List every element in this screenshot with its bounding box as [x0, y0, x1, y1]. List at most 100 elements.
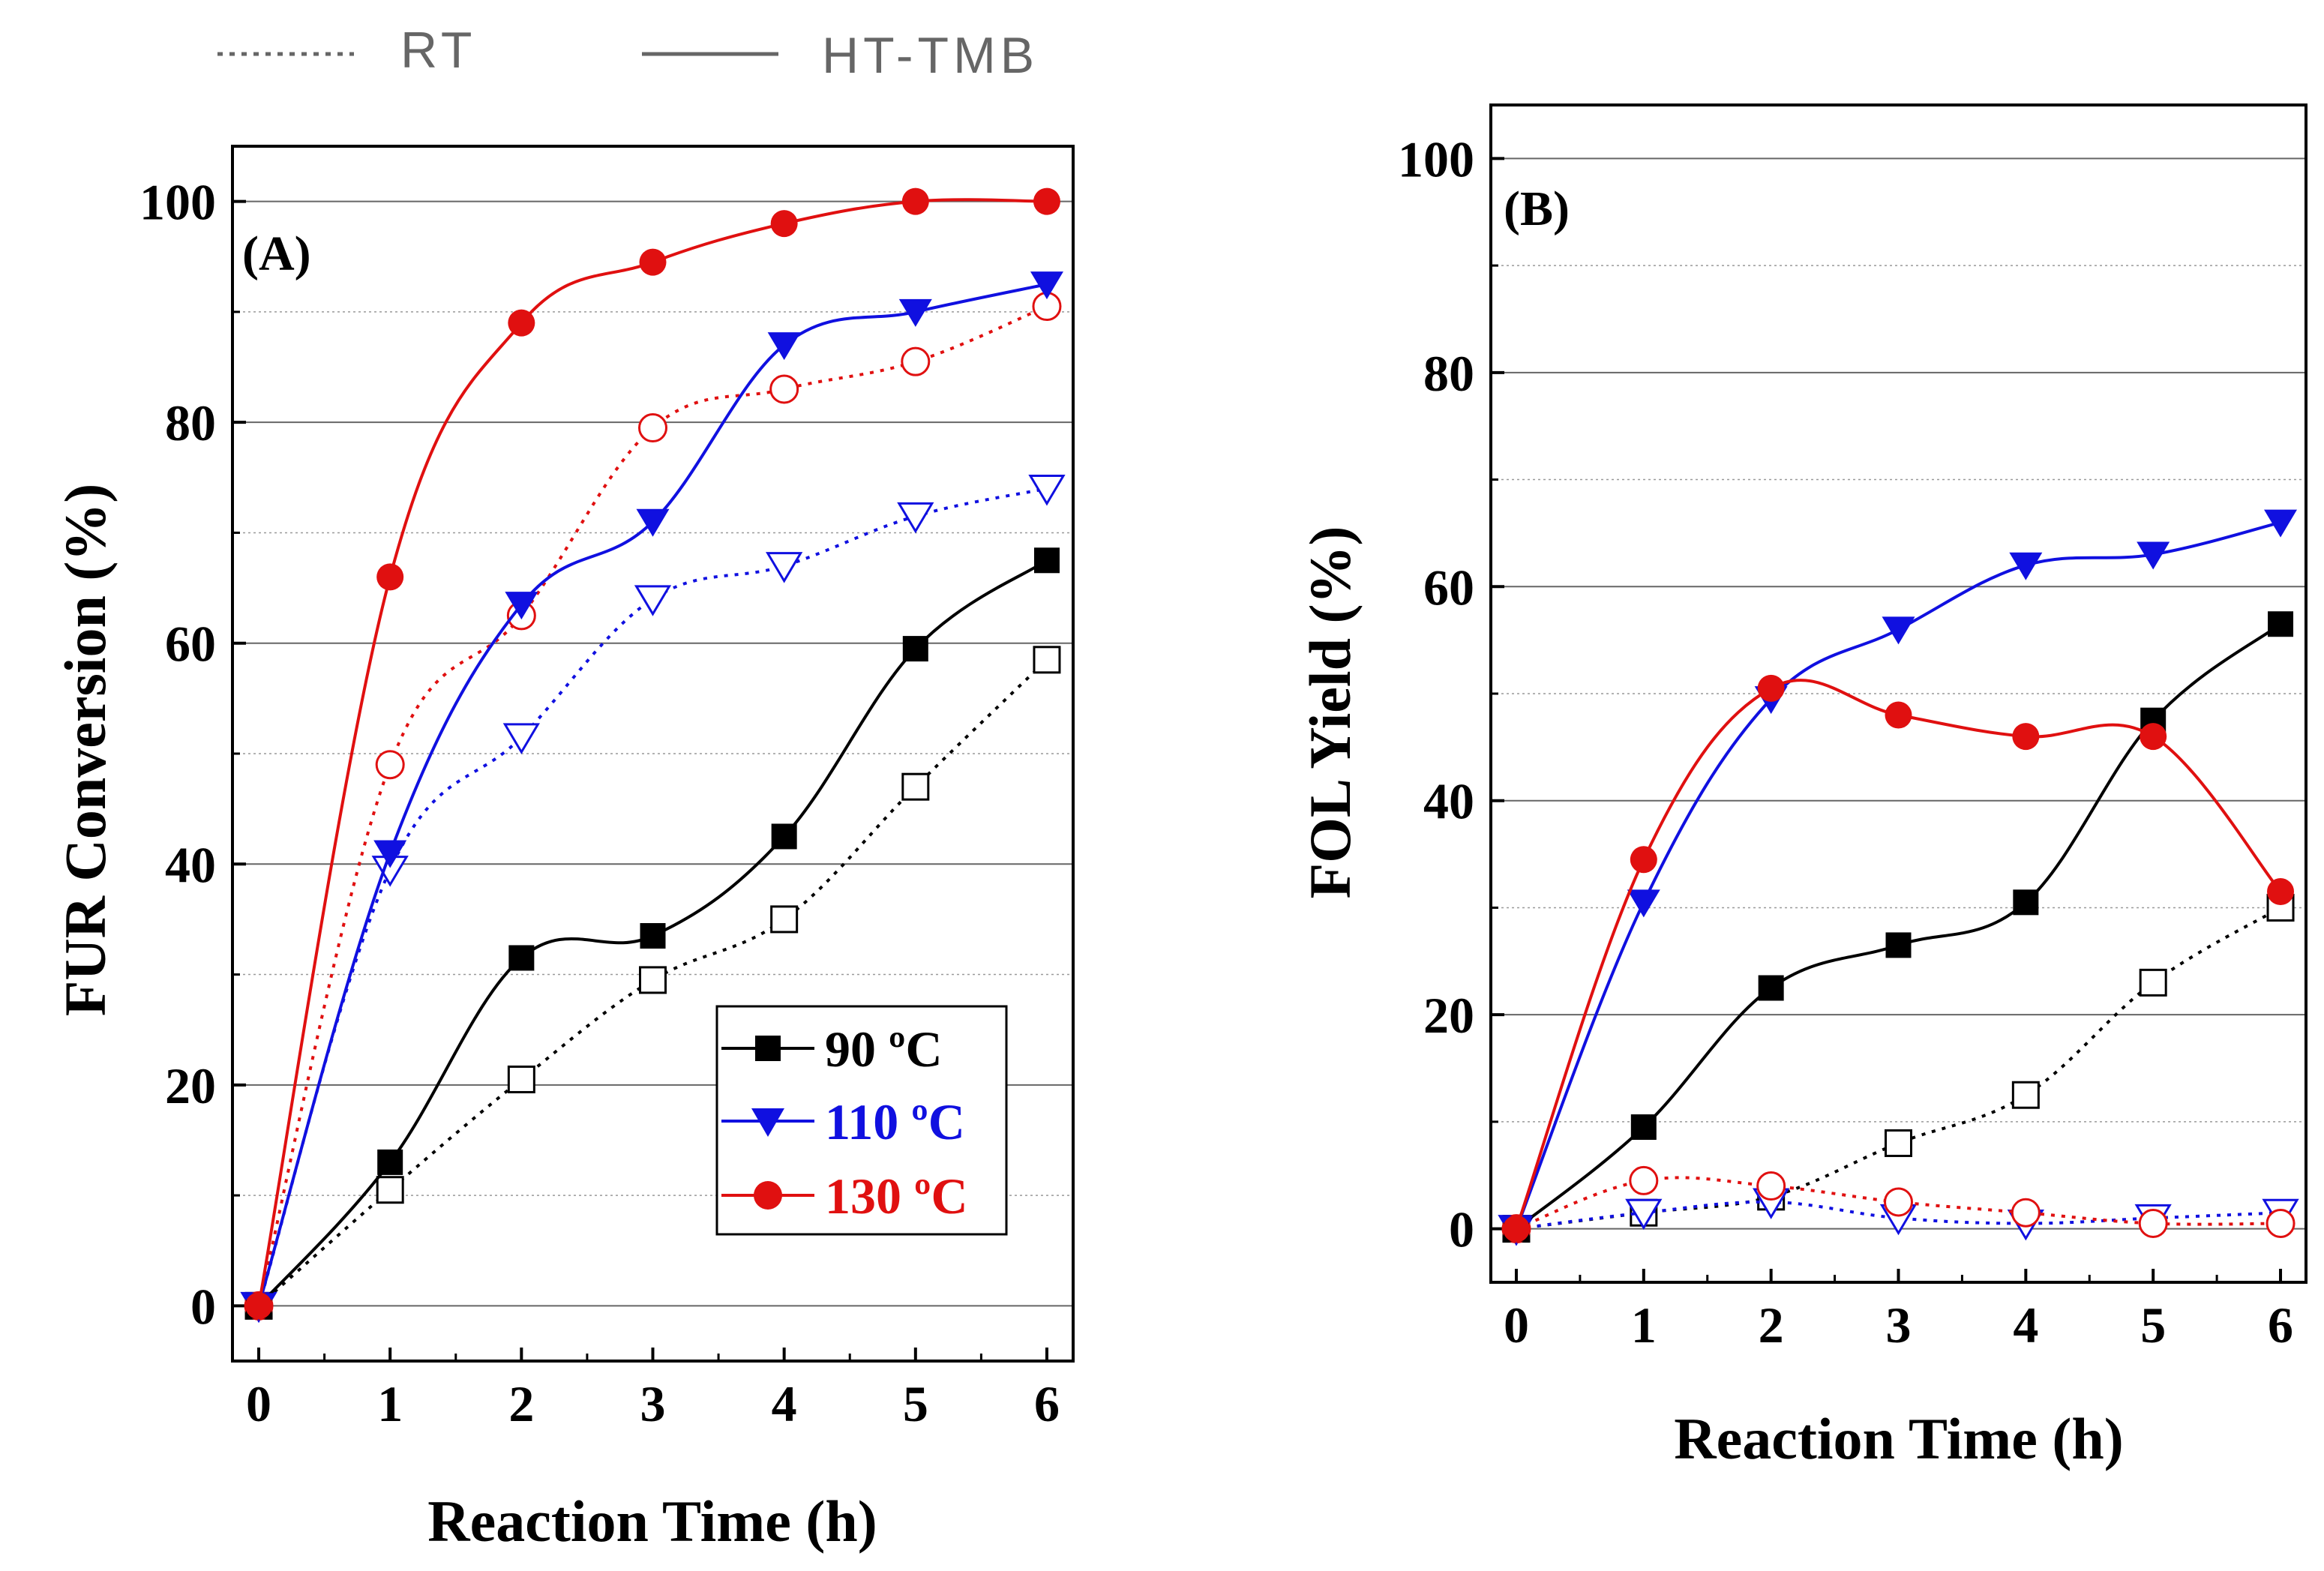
data-point-s110-rt: [1625, 1198, 1663, 1231]
data-point-s130-ht: [901, 187, 929, 215]
panel-a-series: [240, 187, 1066, 1324]
data-point-s130-rt: [1756, 1171, 1786, 1201]
panel-b-label: (B): [1504, 181, 1570, 236]
data-point-s90-ht: [377, 1149, 403, 1175]
legend-item-90: 90 ºC: [721, 1021, 943, 1078]
data-point-s130-ht: [1757, 674, 1785, 702]
legend-130-label: 130 ºC: [825, 1168, 968, 1225]
data-point-s110-rt: [897, 502, 934, 534]
y-tick-label: 40: [165, 836, 216, 893]
x-tick-label: 1: [1631, 1297, 1657, 1354]
data-point-s90-ht: [902, 636, 928, 662]
data-point-s130-ht: [770, 210, 798, 238]
data-point-s130-ht: [2140, 723, 2167, 751]
legend-item-110: 110 ºC: [721, 1093, 965, 1150]
x-tick-label: 6: [1034, 1375, 1060, 1432]
y-tick-label: 40: [1423, 773, 1474, 830]
data-point-s110-ht: [373, 840, 407, 868]
panel-a-y-axis-label: FUR Conversion (%): [52, 484, 118, 1017]
data-point-s130-ht: [1885, 701, 1912, 729]
data-point-s90-ht: [771, 823, 797, 850]
data-point-s110-ht: [2264, 509, 2298, 538]
data-point-s110-ht: [1882, 616, 1915, 645]
rt-legend-label: RT: [400, 22, 476, 79]
data-point-s90-rt: [901, 772, 930, 801]
panel-b-x-axis-label: Reaction Time (h): [1674, 1406, 2123, 1471]
panel-b-axes: 0 20 40 60 80 100 0 1 2 3 4 5 6: [1398, 103, 2308, 1354]
data-point-s130-rt: [2011, 1198, 2041, 1228]
panel-a-chart: 0 20 40 60 80 100 0 1 2 3 4 5 6 (A) Reaction Time (h…: [52, 145, 1075, 1554]
panel-b-grid: [1491, 157, 2306, 1230]
data-point-s130-rt: [901, 346, 931, 376]
data-point-s90-ht: [1885, 932, 1912, 958]
data-point-s130-rt: [769, 374, 799, 404]
series-legend: 90 ºC 110 ºC 130 ºC: [715, 1005, 1008, 1236]
data-point-s90-ht: [1758, 975, 1784, 1001]
x-tick-label: 3: [640, 1375, 666, 1432]
ht-legend-label: HT-TMB: [822, 27, 1039, 84]
data-point-s130-rt: [1629, 1165, 1659, 1195]
data-point-s90-rt: [770, 905, 799, 934]
y-tick-label: 80: [165, 394, 216, 451]
data-point-s130-rt: [2138, 1209, 2168, 1238]
data-point-s90-rt: [2139, 968, 2167, 997]
legend-110-label: 110 ºC: [825, 1093, 965, 1150]
data-point-s130-ht: [376, 563, 404, 591]
data-point-s130-ht: [2267, 878, 2295, 906]
y-tick-label: 20: [165, 1057, 216, 1114]
data-point-s90-ht: [508, 945, 535, 971]
y-tick-label: 100: [139, 174, 216, 231]
panel-a-x-axis-label: Reaction Time (h): [427, 1489, 877, 1554]
x-tick-label: 1: [377, 1375, 403, 1432]
data-point-s90-rt: [2011, 1081, 2040, 1109]
series-line-s110-rt: [257, 487, 1048, 1306]
x-tick-label: 4: [772, 1375, 797, 1432]
x-tick-label: 5: [2140, 1297, 2166, 1354]
y-tick-label: 100: [1398, 130, 1474, 187]
data-point-s110-ht: [1627, 889, 1660, 918]
data-point-s130-ht: [1033, 187, 1060, 215]
data-point-s110-ht: [1030, 271, 1063, 300]
y-tick-label: 60: [1423, 559, 1474, 616]
y-tick-label: 0: [190, 1278, 216, 1335]
linestyle-legend: RT HT-TMB: [217, 22, 1039, 84]
legend-110-marker: [751, 1108, 784, 1137]
data-point-s130-rt: [1884, 1187, 1913, 1217]
y-tick-label: 80: [1423, 345, 1474, 402]
data-point-s110-rt: [766, 552, 803, 583]
data-point-s90-ht: [640, 923, 666, 949]
x-tick-label: 0: [246, 1375, 271, 1432]
x-tick-label: 0: [1504, 1297, 1529, 1354]
series-line-s110-ht: [257, 283, 1048, 1306]
data-point-s110-ht: [2137, 541, 2170, 570]
panel-b-chart: 0 20 40 60 80 100 0 1 2 3 4 5 6 (B) Reaction Time (h…: [1297, 103, 2308, 1471]
panel-b-series: [1498, 509, 2299, 1246]
data-point-s110-rt: [1028, 475, 1066, 506]
data-point-s130-ht: [508, 309, 535, 337]
x-tick-label: 5: [903, 1375, 928, 1432]
data-point-s130-ht: [2012, 723, 2040, 751]
panel-a-label: (A): [242, 226, 311, 281]
data-point-s110-ht: [767, 332, 801, 361]
x-tick-label: 2: [508, 1375, 534, 1432]
data-point-s130-rt: [2266, 1209, 2296, 1238]
x-tick-label: 2: [1759, 1297, 1784, 1354]
data-point-s90-ht: [1630, 1114, 1657, 1141]
data-point-s110-ht: [636, 508, 670, 537]
data-point-s90-rt: [639, 966, 667, 994]
panel-a-axes: 0 20 40 60 80 100 0 1 2 3 4 5 6: [139, 145, 1075, 1432]
y-tick-label: 0: [1449, 1201, 1474, 1258]
data-point-s90-rt: [1033, 646, 1061, 674]
series-line-s110-ht: [1515, 520, 2281, 1230]
x-tick-label: 6: [2268, 1297, 2293, 1354]
data-point-s90-rt: [376, 1176, 404, 1204]
legend-90-marker: [755, 1036, 781, 1061]
legend-item-130: 130 ºC: [721, 1168, 968, 1225]
data-point-s110-ht: [898, 298, 932, 327]
data-point-s130-rt: [638, 413, 667, 443]
y-tick-label: 60: [165, 616, 216, 673]
y-tick-label: 20: [1423, 987, 1474, 1044]
data-point-s90-ht: [1033, 547, 1060, 574]
x-tick-label: 3: [1886, 1297, 1912, 1354]
